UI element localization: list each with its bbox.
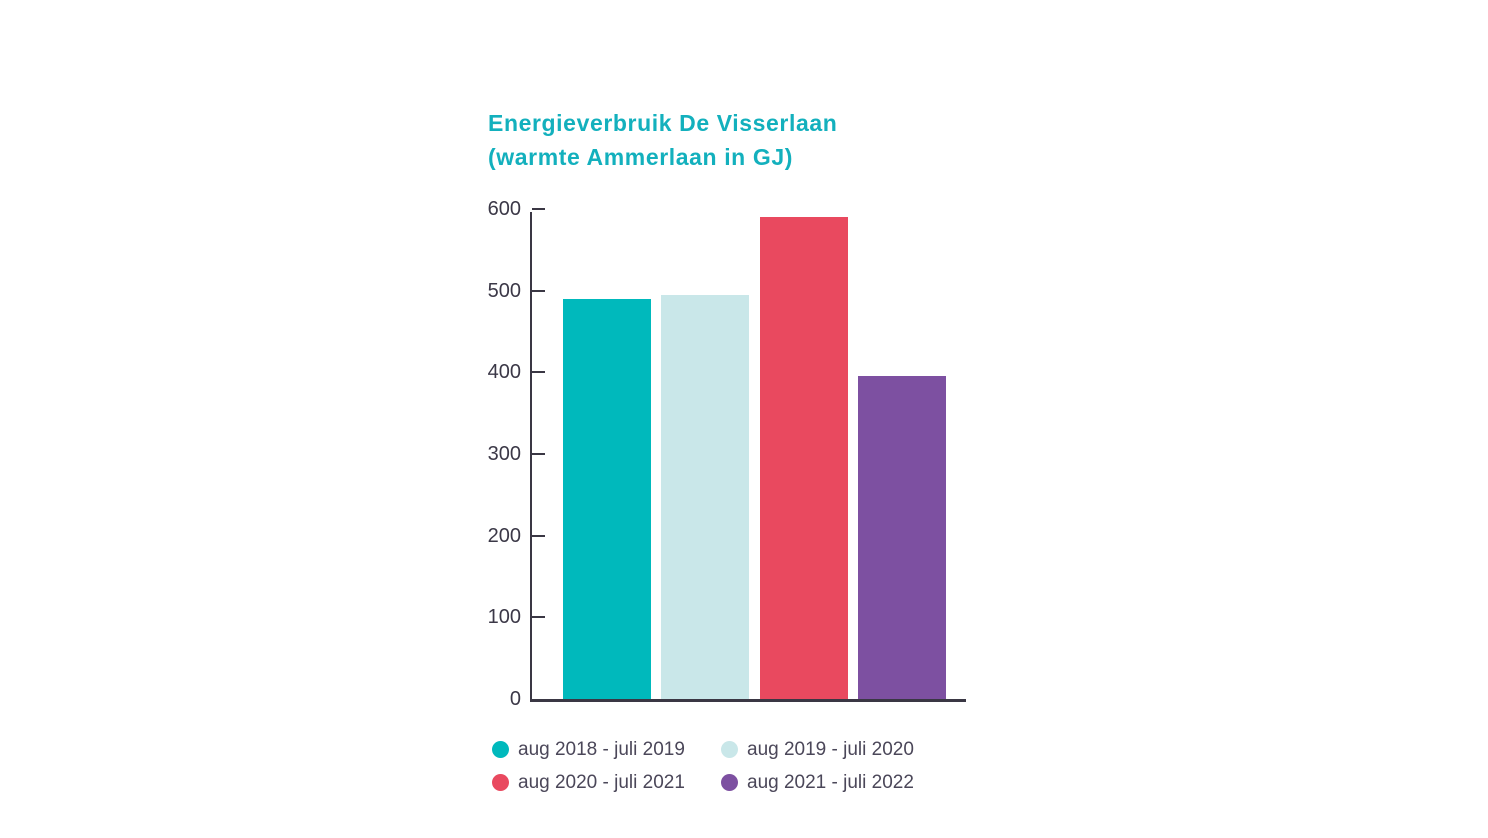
- y-axis-label-400: 400: [487, 361, 521, 384]
- legend-dot-icon: [721, 741, 738, 758]
- y-axis-label-0: 0: [509, 688, 521, 710]
- y-axis-tick-500: [532, 289, 545, 292]
- chart-legend: aug 2018 - juli 2019 aug 2019 - juli 2020…: [492, 738, 914, 794]
- y-axis-tick-600: [532, 208, 545, 210]
- legend-dot-icon: [492, 774, 509, 791]
- y-axis-label-200: 200: [487, 524, 521, 547]
- plot-area: 0 100 200 300 400 500 600: [488, 199, 966, 709]
- bar-1-aug2018-juli2019: [563, 298, 651, 699]
- chart-title: Energieverbruik De Visserlaan (warmte Am…: [488, 106, 837, 174]
- chart-title-line1: Energieverbruik De Visserlaan: [488, 110, 838, 136]
- y-axis-label-600: 600: [487, 198, 521, 220]
- y-axis-label-100: 100: [487, 606, 521, 629]
- energy-consumption-chart: Energieverbruik De Visserlaan (warmte Am…: [488, 110, 1008, 820]
- bar-3-aug2020-juli2021: [760, 217, 848, 699]
- legend-label: aug 2020 - juli 2021: [518, 771, 685, 793]
- y-axis-tick-100: [532, 616, 545, 619]
- legend-item-4: aug 2021 - juli 2022: [721, 771, 914, 794]
- legend-item-3: aug 2020 - juli 2021: [492, 771, 721, 794]
- legend-dot-icon: [492, 741, 509, 758]
- chart-title-line2: (warmte Ammerlaan in GJ): [488, 144, 793, 170]
- y-axis-label-500: 500: [487, 279, 521, 302]
- legend-dot-icon: [721, 774, 738, 791]
- y-axis-tick-400: [532, 371, 545, 374]
- y-axis-tick-200: [532, 534, 545, 537]
- legend-label: aug 2018 - juli 2019: [518, 738, 685, 760]
- y-axis-label-300: 300: [487, 443, 521, 465]
- legend-label: aug 2021 - juli 2022: [747, 771, 914, 793]
- legend-item-2: aug 2019 - juli 2020: [721, 738, 914, 761]
- bar-2-aug2019-juli2020: [661, 294, 749, 699]
- legend-item-1: aug 2018 - juli 2019: [492, 738, 721, 761]
- legend-label: aug 2019 - juli 2020: [747, 738, 914, 760]
- bar-4-aug2021-juli2022: [858, 376, 946, 699]
- y-axis-tick-300: [532, 453, 545, 455]
